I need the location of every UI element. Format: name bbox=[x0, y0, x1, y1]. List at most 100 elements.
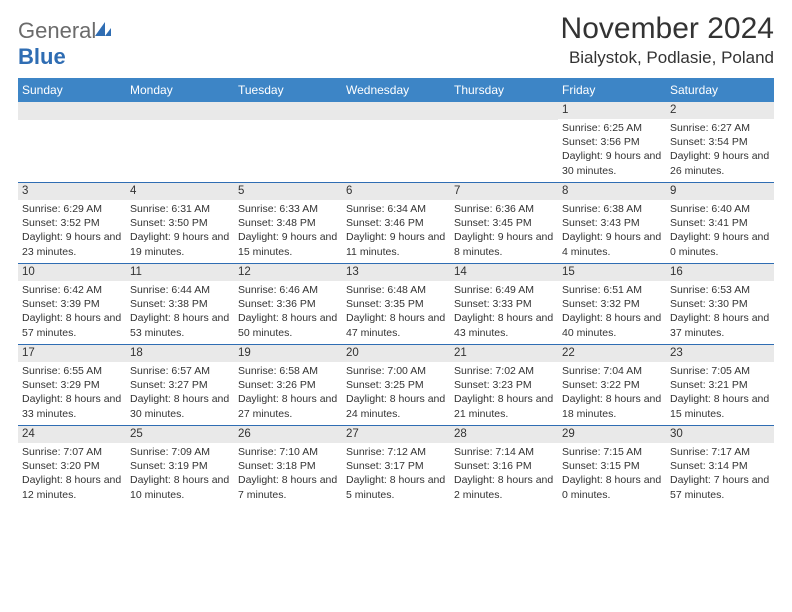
sunrise-text: Sunrise: 7:12 AM bbox=[346, 445, 446, 459]
daylight-text: Daylight: 9 hours and 4 minutes. bbox=[562, 230, 662, 258]
sunrise-text: Sunrise: 7:10 AM bbox=[238, 445, 338, 459]
sunrise-text: Sunrise: 6:27 AM bbox=[670, 121, 770, 135]
date-number bbox=[450, 102, 558, 120]
calendar-cell: 29Sunrise: 7:15 AMSunset: 3:15 PMDayligh… bbox=[558, 426, 666, 506]
cell-body: Sunrise: 6:53 AMSunset: 3:30 PMDaylight:… bbox=[666, 281, 774, 344]
date-number: 17 bbox=[18, 345, 126, 362]
logo-sail-icon bbox=[93, 18, 113, 44]
daylight-text: Daylight: 8 hours and 0 minutes. bbox=[562, 473, 662, 501]
cell-body: Sunrise: 7:05 AMSunset: 3:21 PMDaylight:… bbox=[666, 362, 774, 425]
daylight-text: Daylight: 7 hours and 57 minutes. bbox=[670, 473, 770, 501]
day-header-cell: Wednesday bbox=[342, 78, 450, 102]
sunset-text: Sunset: 3:18 PM bbox=[238, 459, 338, 473]
date-number: 16 bbox=[666, 264, 774, 281]
calendar-cell: 10Sunrise: 6:42 AMSunset: 3:39 PMDayligh… bbox=[18, 264, 126, 344]
date-number: 18 bbox=[126, 345, 234, 362]
calendar-cell: 30 Sunrise: 7:17 AMSunset: 3:14 PMDayligh… bbox=[666, 426, 774, 506]
sunset-text: Sunset: 3:35 PM bbox=[346, 297, 446, 311]
calendar-cell: 9Sunrise: 6:40 AMSunset: 3:41 PMDaylight… bbox=[666, 183, 774, 263]
daylight-text: Daylight: 8 hours and 40 minutes. bbox=[562, 311, 662, 339]
date-number: 9 bbox=[666, 183, 774, 200]
cell-body: Sunrise: 7:04 AMSunset: 3:22 PMDaylight:… bbox=[558, 362, 666, 425]
cell-body: Sunrise: 6:25 AMSunset: 3:56 PMDaylight:… bbox=[558, 119, 666, 182]
sunset-text: Sunset: 3:54 PM bbox=[670, 135, 770, 149]
calendar-cell: 3Sunrise: 6:29 AMSunset: 3:52 PMDaylight… bbox=[18, 183, 126, 263]
sunset-text: Sunset: 3:25 PM bbox=[346, 378, 446, 392]
sunrise-text: Sunrise: 7:17 AM bbox=[670, 445, 770, 459]
sunrise-text: Sunrise: 6:33 AM bbox=[238, 202, 338, 216]
cell-body: Sunrise: 6:49 AMSunset: 3:33 PMDaylight:… bbox=[450, 281, 558, 344]
day-header-cell: Tuesday bbox=[234, 78, 342, 102]
cell-body bbox=[450, 120, 558, 126]
date-number: 11 bbox=[126, 264, 234, 281]
day-header-cell: Saturday bbox=[666, 78, 774, 102]
sunset-text: Sunset: 3:41 PM bbox=[670, 216, 770, 230]
sunrise-text: Sunrise: 6:25 AM bbox=[562, 121, 662, 135]
sunset-text: Sunset: 3:45 PM bbox=[454, 216, 554, 230]
sunrise-text: Sunrise: 6:42 AM bbox=[22, 283, 122, 297]
cell-body bbox=[234, 120, 342, 126]
date-number: 29 bbox=[558, 426, 666, 443]
daylight-text: Daylight: 8 hours and 7 minutes. bbox=[238, 473, 338, 501]
cell-body: Sunrise: 6:44 AMSunset: 3:38 PMDaylight:… bbox=[126, 281, 234, 344]
logo-word2: Blue bbox=[18, 44, 66, 69]
calendar-cell bbox=[234, 102, 342, 182]
date-number bbox=[18, 102, 126, 120]
daylight-text: Daylight: 8 hours and 27 minutes. bbox=[238, 392, 338, 420]
calendar-cell: 13Sunrise: 6:48 AMSunset: 3:35 PMDayligh… bbox=[342, 264, 450, 344]
sunrise-text: Sunrise: 7:05 AM bbox=[670, 364, 770, 378]
daylight-text: Daylight: 8 hours and 15 minutes. bbox=[670, 392, 770, 420]
sunrise-text: Sunrise: 6:29 AM bbox=[22, 202, 122, 216]
date-number bbox=[126, 102, 234, 120]
calendar-cell: 7Sunrise: 6:36 AMSunset: 3:45 PMDaylight… bbox=[450, 183, 558, 263]
cell-body: Sunrise: 6:34 AMSunset: 3:46 PMDaylight:… bbox=[342, 200, 450, 263]
calendar-cell: 24Sunrise: 7:07 AMSunset: 3:20 PMDayligh… bbox=[18, 426, 126, 506]
daylight-text: Daylight: 8 hours and 21 minutes. bbox=[454, 392, 554, 420]
cell-body: Sunrise: 7:15 AMSunset: 3:15 PMDaylight:… bbox=[558, 443, 666, 506]
sunrise-text: Sunrise: 6:31 AM bbox=[130, 202, 230, 216]
cell-body: Sunrise: 6:42 AMSunset: 3:39 PMDaylight:… bbox=[18, 281, 126, 344]
calendar-cell bbox=[342, 102, 450, 182]
calendar-cell: 11Sunrise: 6:44 AMSunset: 3:38 PMDayligh… bbox=[126, 264, 234, 344]
date-number: 23 bbox=[666, 345, 774, 362]
sunset-text: Sunset: 3:23 PM bbox=[454, 378, 554, 392]
calendar-cell bbox=[18, 102, 126, 182]
sunset-text: Sunset: 3:14 PM bbox=[670, 459, 770, 473]
cell-body: Sunrise: 7:12 AMSunset: 3:17 PMDaylight:… bbox=[342, 443, 450, 506]
sunrise-text: Sunrise: 6:48 AM bbox=[346, 283, 446, 297]
daylight-text: Daylight: 8 hours and 53 minutes. bbox=[130, 311, 230, 339]
daylight-text: Daylight: 9 hours and 11 minutes. bbox=[346, 230, 446, 258]
date-number: 15 bbox=[558, 264, 666, 281]
daylight-text: Daylight: 9 hours and 30 minutes. bbox=[562, 149, 662, 177]
daylight-text: Daylight: 8 hours and 57 minutes. bbox=[22, 311, 122, 339]
sunrise-text: Sunrise: 6:51 AM bbox=[562, 283, 662, 297]
calendar-cell: 17Sunrise: 6:55 AMSunset: 3:29 PMDayligh… bbox=[18, 345, 126, 425]
sunrise-text: Sunrise: 7:09 AM bbox=[130, 445, 230, 459]
sunrise-text: Sunrise: 7:15 AM bbox=[562, 445, 662, 459]
title-block: November 2024 Bialystok, Podlasie, Polan… bbox=[561, 12, 774, 68]
sunrise-text: Sunrise: 6:55 AM bbox=[22, 364, 122, 378]
logo-text: GeneralBlue bbox=[18, 18, 113, 70]
sunrise-text: Sunrise: 7:02 AM bbox=[454, 364, 554, 378]
daylight-text: Daylight: 8 hours and 18 minutes. bbox=[562, 392, 662, 420]
cell-body: Sunrise: 6:46 AMSunset: 3:36 PMDaylight:… bbox=[234, 281, 342, 344]
sunrise-text: Sunrise: 7:14 AM bbox=[454, 445, 554, 459]
sunrise-text: Sunrise: 6:34 AM bbox=[346, 202, 446, 216]
date-number: 28 bbox=[450, 426, 558, 443]
daylight-text: Daylight: 8 hours and 33 minutes. bbox=[22, 392, 122, 420]
date-number: 21 bbox=[450, 345, 558, 362]
daylight-text: Daylight: 8 hours and 37 minutes. bbox=[670, 311, 770, 339]
sunset-text: Sunset: 3:26 PM bbox=[238, 378, 338, 392]
sunset-text: Sunset: 3:56 PM bbox=[562, 135, 662, 149]
cell-body: Sunrise: 6:31 AMSunset: 3:50 PMDaylight:… bbox=[126, 200, 234, 263]
cell-body: Sunrise: 6:36 AMSunset: 3:45 PMDaylight:… bbox=[450, 200, 558, 263]
date-number: 30 bbox=[666, 426, 774, 443]
day-header-cell: Friday bbox=[558, 78, 666, 102]
sunset-text: Sunset: 3:15 PM bbox=[562, 459, 662, 473]
calendar-cell: 18Sunrise: 6:57 AMSunset: 3:27 PMDayligh… bbox=[126, 345, 234, 425]
sunrise-text: Sunrise: 7:00 AM bbox=[346, 364, 446, 378]
sunset-text: Sunset: 3:38 PM bbox=[130, 297, 230, 311]
cell-body: Sunrise: 7:14 AMSunset: 3:16 PMDaylight:… bbox=[450, 443, 558, 506]
calendar-cell: 14Sunrise: 6:49 AMSunset: 3:33 PMDayligh… bbox=[450, 264, 558, 344]
daylight-text: Daylight: 8 hours and 12 minutes. bbox=[22, 473, 122, 501]
